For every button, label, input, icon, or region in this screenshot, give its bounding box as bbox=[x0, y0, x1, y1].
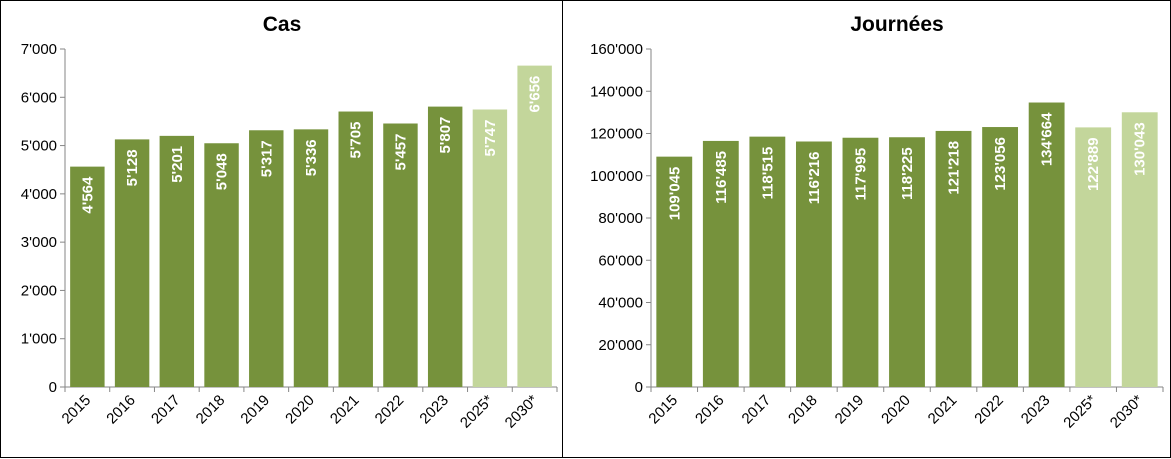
cas-bar bbox=[383, 123, 418, 388]
cas-bar-data-label: 4'564 bbox=[79, 176, 96, 214]
journees-chart: Journées 0 20'000 40'000 60'000 80'000 100'000… bbox=[590, 13, 1164, 432]
cas-bar bbox=[249, 130, 284, 387]
journees-chart-title: Journées bbox=[850, 13, 943, 36]
journees-x-tick-label: 2019 bbox=[832, 392, 868, 428]
journees-bar bbox=[749, 136, 786, 387]
cas-x-tick-label: 2016 bbox=[103, 392, 139, 428]
journees-y-tick-label: 80'000 bbox=[598, 210, 643, 227]
cas-x-tick-label: 2019 bbox=[237, 392, 273, 428]
journees-bar-data-label: 122'889 bbox=[1085, 137, 1102, 191]
journees-bar bbox=[889, 137, 925, 387]
journees-bar bbox=[982, 127, 1019, 388]
cas-y-tick-label: 3'000 bbox=[21, 234, 57, 251]
cas-chart-title: Cas bbox=[263, 13, 302, 36]
cas-bar-data-label: 5'457 bbox=[392, 134, 409, 171]
cas-bar-data-label: 5'807 bbox=[437, 117, 454, 154]
journees-bar-data-label: 121'218 bbox=[946, 141, 963, 195]
journees-x-tick-label: 2021 bbox=[925, 392, 961, 428]
journees-x-tick-label: 2017 bbox=[739, 392, 775, 428]
journees-bar bbox=[842, 137, 879, 387]
cas-bar bbox=[472, 109, 508, 387]
journees-x-tick-label: 2018 bbox=[785, 392, 821, 428]
journees-x-tick-label: 2030* bbox=[1107, 392, 1147, 432]
cas-bar-data-label: 5'336 bbox=[303, 139, 320, 176]
cas-x-tick-label: 2023 bbox=[416, 392, 452, 428]
journees-y-tick-label: 0 bbox=[635, 379, 643, 396]
cas-bar bbox=[517, 65, 552, 387]
cas-x-tick-label: 2015 bbox=[59, 392, 95, 428]
journees-bar bbox=[1121, 112, 1158, 387]
cas-bar-data-label: 5'201 bbox=[169, 146, 186, 183]
cas-y-tick-label: 2'000 bbox=[21, 282, 57, 299]
cas-x-tick-label: 2030* bbox=[502, 392, 542, 432]
journees-x-tick-label: 2025* bbox=[1060, 392, 1100, 432]
cas-bar-data-label: 6'656 bbox=[527, 76, 544, 113]
cas-bar bbox=[204, 143, 239, 387]
journees-bar-data-label: 118'225 bbox=[899, 147, 916, 200]
cas-bar bbox=[293, 129, 329, 388]
cas-y-tick-label: 4'000 bbox=[21, 186, 57, 203]
cas-bar bbox=[159, 135, 195, 387]
cas-x-tick-label: 2022 bbox=[372, 392, 408, 428]
journees-y-tick-label: 120'000 bbox=[590, 126, 643, 143]
journees-x-tick-label: 2022 bbox=[971, 392, 1007, 428]
journees-bar-data-label: 116'485 bbox=[713, 151, 730, 204]
cas-bar bbox=[70, 166, 105, 387]
chart-panel-journees: Journées 0 20'000 40'000 60'000 80'000 100'000… bbox=[562, 0, 1171, 458]
cas-x-tick-label: 2021 bbox=[327, 392, 363, 428]
cas-chart: Cas 0 1'000 2'000 3'000 4'000 5'000 6'000 7'000 4… bbox=[21, 13, 558, 432]
cas-x-tick-label: 2018 bbox=[193, 392, 229, 428]
journees-x-tick-label: 2020 bbox=[878, 392, 914, 428]
journees-bar bbox=[1028, 102, 1065, 387]
journees-y-tick-label: 100'000 bbox=[590, 168, 643, 185]
journees-bar bbox=[795, 141, 832, 387]
journees-bar bbox=[656, 156, 693, 387]
journees-y-tick-label: 140'000 bbox=[590, 83, 643, 100]
journees-bar-data-label: 109'045 bbox=[666, 167, 683, 221]
cas-y-tick-label: 0 bbox=[49, 379, 57, 396]
journees-x-tick-label: 2015 bbox=[645, 392, 681, 428]
cas-bar-data-label: 5'705 bbox=[348, 122, 365, 159]
chart-panel-cas: Cas 0 1'000 2'000 3'000 4'000 5'000 6'000 7'000 4… bbox=[0, 0, 563, 458]
cas-y-tick-label: 5'000 bbox=[21, 138, 57, 155]
journees-x-tick-label: 2023 bbox=[1018, 392, 1054, 428]
cas-bar-data-label: 5'747 bbox=[482, 120, 499, 157]
journees-y-tick-label: 160'000 bbox=[590, 41, 643, 58]
cas-bar-data-label: 5'128 bbox=[124, 149, 141, 186]
cas-bar-data-label: 5'317 bbox=[258, 140, 275, 177]
cas-bar bbox=[427, 106, 463, 387]
journees-y-tick-label: 60'000 bbox=[598, 252, 643, 269]
cas-y-tick-label: 6'000 bbox=[21, 89, 57, 106]
journees-bar-data-label: 123'056 bbox=[992, 137, 1009, 191]
journees-x-tick-label: 2016 bbox=[692, 392, 728, 428]
journees-bar-data-label: 116'216 bbox=[806, 151, 823, 204]
journees-bar-data-label: 118'515 bbox=[759, 147, 776, 200]
cas-y-tick-label: 1'000 bbox=[21, 331, 57, 348]
cas-bar bbox=[338, 111, 373, 387]
journees-bar bbox=[935, 130, 972, 387]
cas-bar-data-label: 5'048 bbox=[214, 153, 231, 190]
journees-y-tick-label: 40'000 bbox=[598, 295, 643, 312]
journees-bar bbox=[702, 140, 739, 387]
cas-x-tick-label: 2025* bbox=[457, 392, 497, 432]
cas-y-tick-label: 7'000 bbox=[21, 41, 57, 58]
journees-bar-data-label: 130'043 bbox=[1132, 122, 1149, 176]
cas-bar bbox=[114, 139, 150, 387]
cas-x-tick-label: 2017 bbox=[148, 392, 184, 428]
journees-bar-data-label: 134'664 bbox=[1039, 112, 1056, 166]
journees-y-tick-label: 20'000 bbox=[598, 337, 643, 354]
journees-bar-data-label: 117'995 bbox=[852, 148, 869, 201]
cas-x-tick-label: 2020 bbox=[282, 392, 318, 428]
journees-bar bbox=[1075, 127, 1112, 388]
